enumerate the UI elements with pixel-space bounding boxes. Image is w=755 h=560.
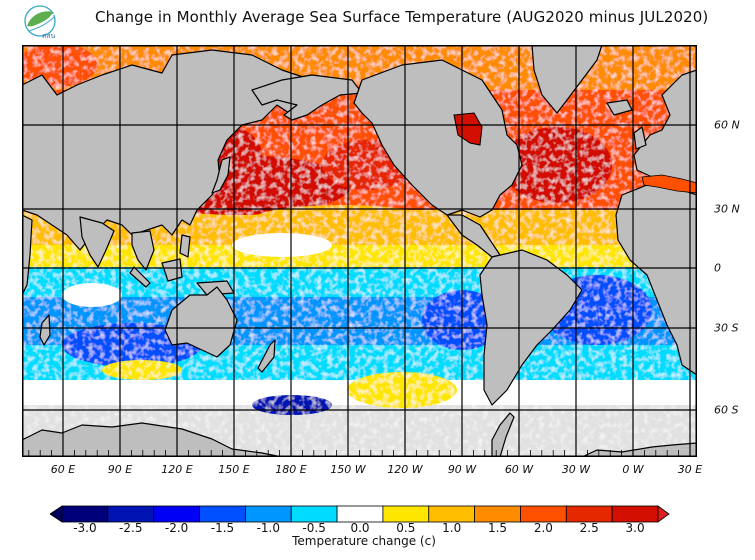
- colorbar-over-arrow: [657, 505, 670, 523]
- colorbar-tick-label: 2.0: [533, 521, 553, 535]
- colorbar-tick-label: 3.0: [625, 521, 645, 535]
- colorbar-tick-label: -0.5: [302, 521, 326, 535]
- land-alaska: [251, 74, 363, 121]
- warm-south-pacific: [347, 372, 457, 408]
- longitude-label: 90 W: [447, 463, 477, 476]
- white-indian: [62, 283, 122, 307]
- latitude-label: 0: [714, 261, 721, 275]
- land-europe: [633, 69, 697, 206]
- land-greenland: [531, 45, 603, 114]
- colorbar-tick-label: 1.5: [487, 521, 508, 535]
- land-se-asia: [131, 230, 155, 271]
- latitude-label: 30 S: [714, 321, 739, 335]
- land-north-america: [353, 59, 523, 218]
- lat-lon-grid: [22, 45, 697, 457]
- longitude-label: 180 E: [275, 463, 307, 476]
- longitude-label: 60 E: [50, 463, 76, 476]
- longitude-label: 30 W: [561, 463, 591, 476]
- organization-logo: สสน: [24, 5, 56, 40]
- longitude-label: 30 E: [677, 463, 703, 476]
- latitude-label: 60 N: [714, 118, 740, 132]
- hudson-bay: [453, 112, 483, 146]
- longitude-label: 0 W: [622, 463, 644, 476]
- warm-subtropic-pacific: [252, 205, 432, 235]
- longitude-label: 60 W: [504, 463, 534, 476]
- chart-title: Change in Monthly Average Sea Surface Te…: [95, 8, 709, 26]
- colorbar-swatch: [382, 505, 430, 523]
- longitude-label: 150 E: [218, 463, 250, 476]
- land-africa-east: [22, 214, 33, 296]
- colorbar-tick-label: 0.5: [396, 521, 416, 535]
- colorbar-swatch: [611, 505, 659, 523]
- white-tropical-patch: [232, 233, 332, 257]
- land-uk: [633, 126, 647, 150]
- colorbar-tick-label: -2.5: [119, 521, 143, 535]
- colorbar-swatch: [565, 505, 613, 523]
- colorbar-swatch: [428, 505, 476, 523]
- longitude-label: 120 W: [387, 463, 423, 476]
- land-sumatra: [129, 266, 151, 288]
- mediterranean-sea: [641, 174, 697, 194]
- warm-south-indian: [102, 360, 182, 380]
- colorbar-tick-label: 0.0: [350, 521, 370, 535]
- colorbar-under-arrow: [50, 505, 63, 523]
- land-iceland: [606, 99, 633, 116]
- colorbar-swatch: [107, 505, 155, 523]
- longitude-label: 120 E: [161, 463, 193, 476]
- colorbar-tick-label: -3.0: [73, 521, 97, 535]
- colorbar-tick-label: 2.5: [579, 521, 599, 535]
- colorbar-tick-label: -1.5: [210, 521, 235, 535]
- longitude-label: 150 W: [330, 463, 366, 476]
- colorbar-tick-label: 1.0: [442, 521, 462, 535]
- latitude-label: 30 N: [714, 202, 740, 216]
- colorbar-title: Temperature change (c): [292, 534, 436, 548]
- land-madagascar: [39, 314, 51, 346]
- colorbar-tick-label: -2.0: [164, 521, 189, 535]
- colorbar: [50, 505, 670, 523]
- land-antarctica-east: [581, 442, 697, 457]
- colorbar-swatch: [244, 505, 292, 523]
- land-antarctica: [22, 422, 283, 457]
- sst-anomaly-map: [22, 45, 697, 457]
- hotspot-north-atlantic: [502, 127, 612, 203]
- colorbar-swatch: [520, 505, 567, 523]
- longitude-label: 90 E: [107, 463, 133, 476]
- colorbar-swatch: [290, 505, 338, 523]
- colorbar-swatch: [474, 505, 521, 523]
- colorbar-swatch: [336, 505, 384, 523]
- land-japan: [211, 156, 231, 194]
- land-australia: [164, 286, 238, 358]
- colorbar-tick-label: -1.0: [256, 521, 281, 535]
- logo-text: สสน: [42, 32, 56, 40]
- land-new-zealand: [257, 339, 276, 373]
- colorbar-swatch: [153, 505, 200, 523]
- colorbar-swatch: [199, 505, 246, 523]
- band-tropic-north: [22, 245, 697, 270]
- cold-south-indian: [252, 395, 332, 415]
- colorbar-swatch: [61, 505, 109, 523]
- land-india: [79, 216, 115, 268]
- land-antarctic-peninsula: [491, 412, 515, 457]
- latitude-label: 60 S: [714, 403, 739, 417]
- land-philippines: [179, 234, 191, 258]
- map-frame: [22, 45, 697, 457]
